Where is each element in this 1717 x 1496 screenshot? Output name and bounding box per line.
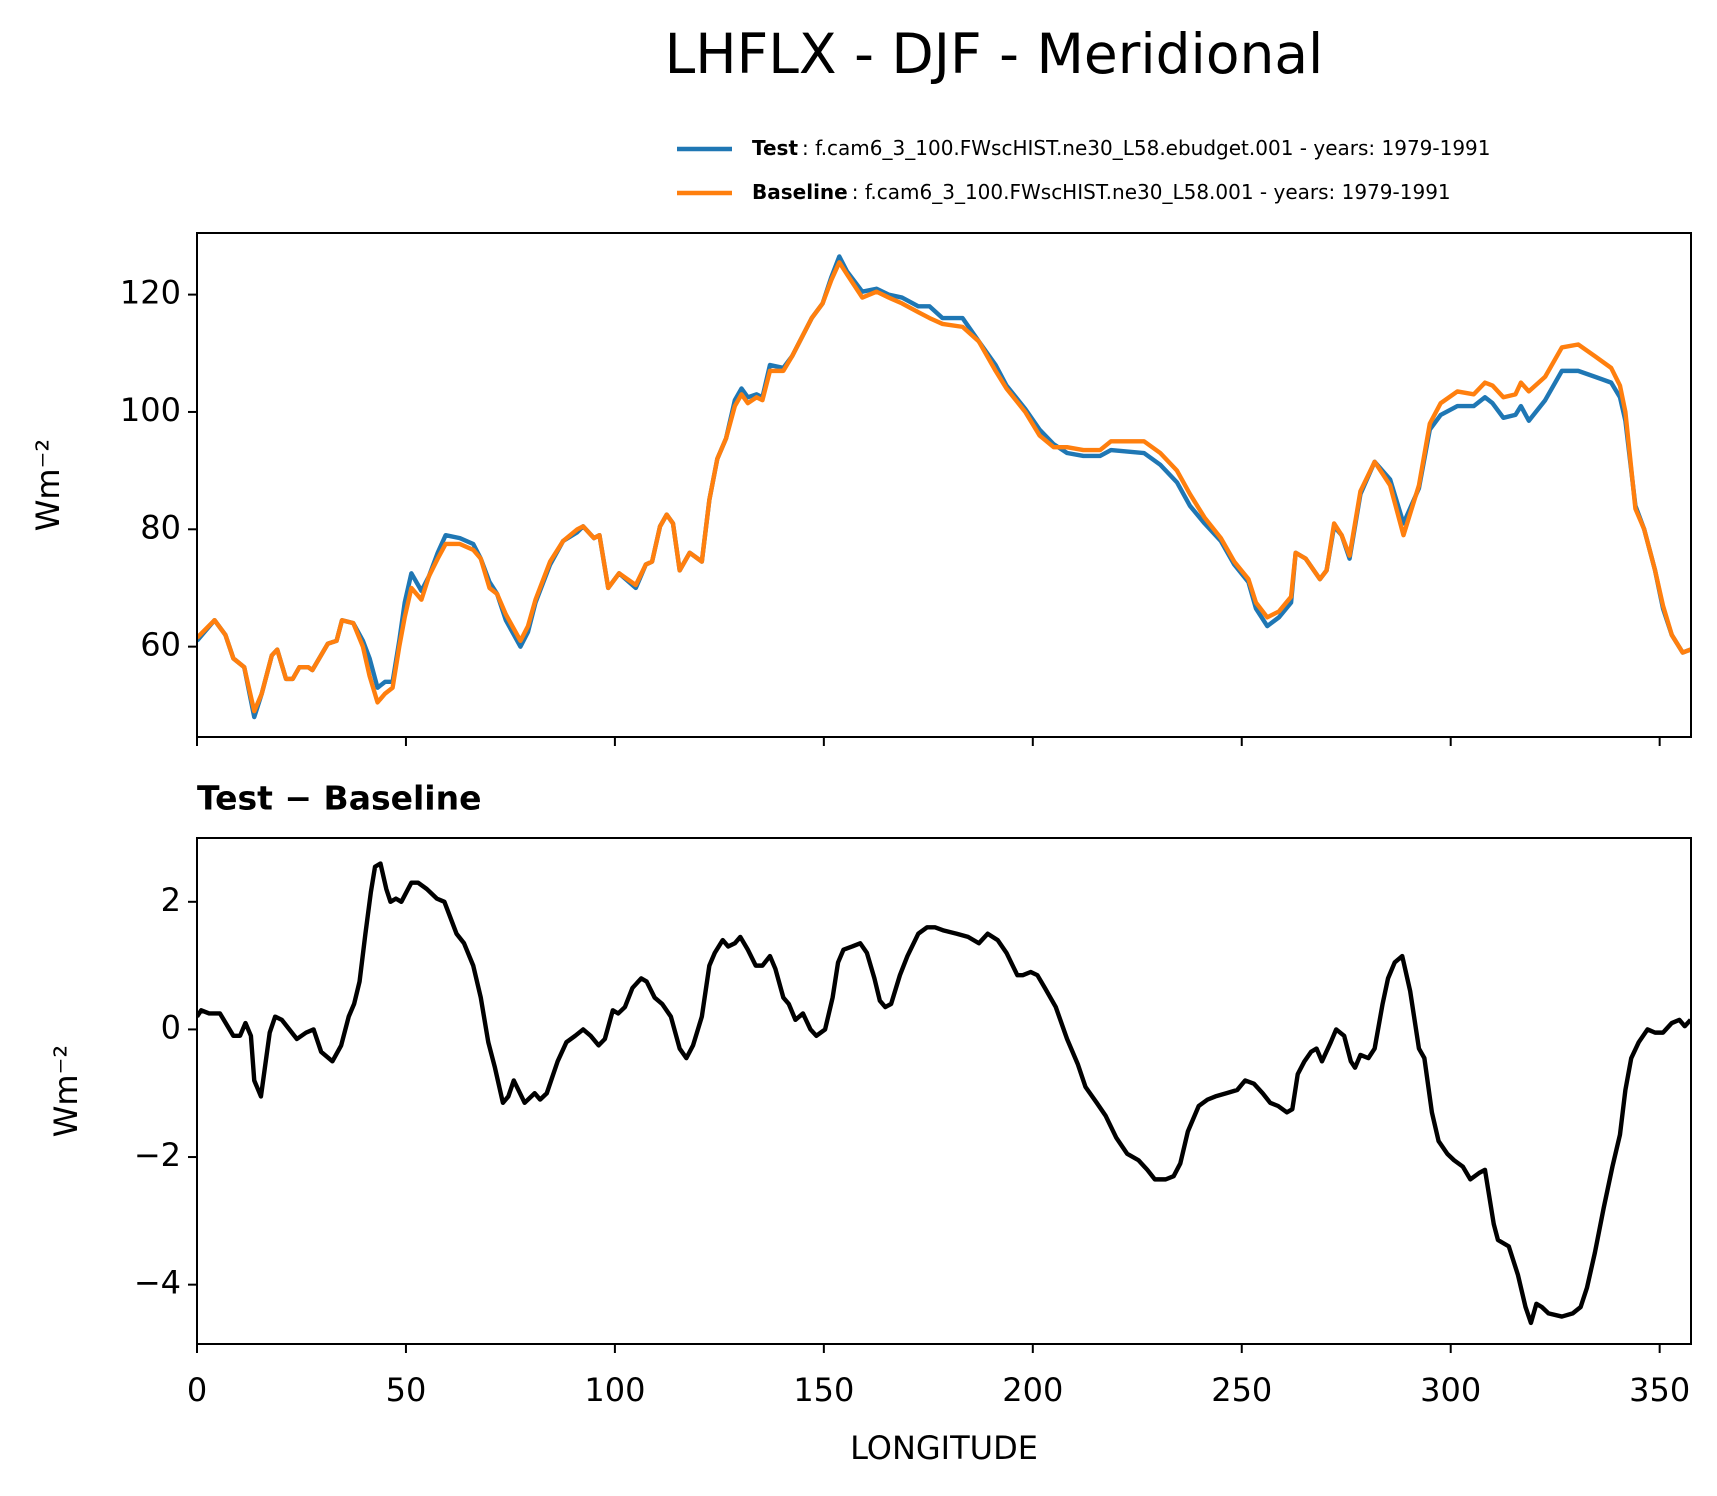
y-tick-label: −2 bbox=[134, 1136, 181, 1174]
axes-frame bbox=[196, 232, 1692, 738]
figure-title: LHFLX - DJF - Meridional bbox=[665, 22, 1324, 86]
data-line bbox=[197, 861, 1691, 1326]
data-line bbox=[197, 260, 1691, 714]
legend-name: Test bbox=[752, 136, 798, 160]
x-tick-label: 150 bbox=[793, 1371, 854, 1409]
y-tick-label: 100 bbox=[120, 391, 181, 429]
subplot-title: Test − Baseline bbox=[197, 779, 482, 818]
y-tick-label: 60 bbox=[140, 626, 181, 664]
y-tick-label: 120 bbox=[120, 274, 181, 312]
x-tick-label: 50 bbox=[386, 1371, 427, 1409]
x-tick-label: 200 bbox=[1002, 1371, 1063, 1409]
y-tick-label: −4 bbox=[134, 1264, 181, 1302]
legend-description: : f.cam6_3_100.FWscHIST.ne30_L58.001 - y… bbox=[852, 180, 1451, 204]
legend-description: : f.cam6_3_100.FWscHIST.ne30_L58.ebudget… bbox=[802, 136, 1491, 160]
axes-frame bbox=[196, 837, 1692, 1345]
x-tick-label: 250 bbox=[1211, 1371, 1272, 1409]
y-tick-label: 0 bbox=[161, 1008, 181, 1046]
legend-entry: Baseline: f.cam6_3_100.FWscHIST.ne30_L58… bbox=[752, 180, 1451, 204]
x-tick-label: 300 bbox=[1420, 1371, 1481, 1409]
x-tick-label: 0 bbox=[187, 1371, 207, 1409]
x-axis-label: LONGITUDE bbox=[850, 1429, 1038, 1467]
legend-entry: Test: f.cam6_3_100.FWscHIST.ne30_L58.ebu… bbox=[752, 136, 1491, 160]
x-tick-label: 100 bbox=[584, 1371, 645, 1409]
x-tick-label: 350 bbox=[1629, 1371, 1690, 1409]
y-axis-label: Wm⁻² bbox=[29, 439, 67, 532]
y-tick-label: 80 bbox=[140, 508, 181, 546]
y-axis-label: Wm⁻² bbox=[47, 1045, 85, 1138]
y-tick-label: 2 bbox=[161, 881, 181, 919]
legend-name: Baseline bbox=[752, 180, 848, 204]
